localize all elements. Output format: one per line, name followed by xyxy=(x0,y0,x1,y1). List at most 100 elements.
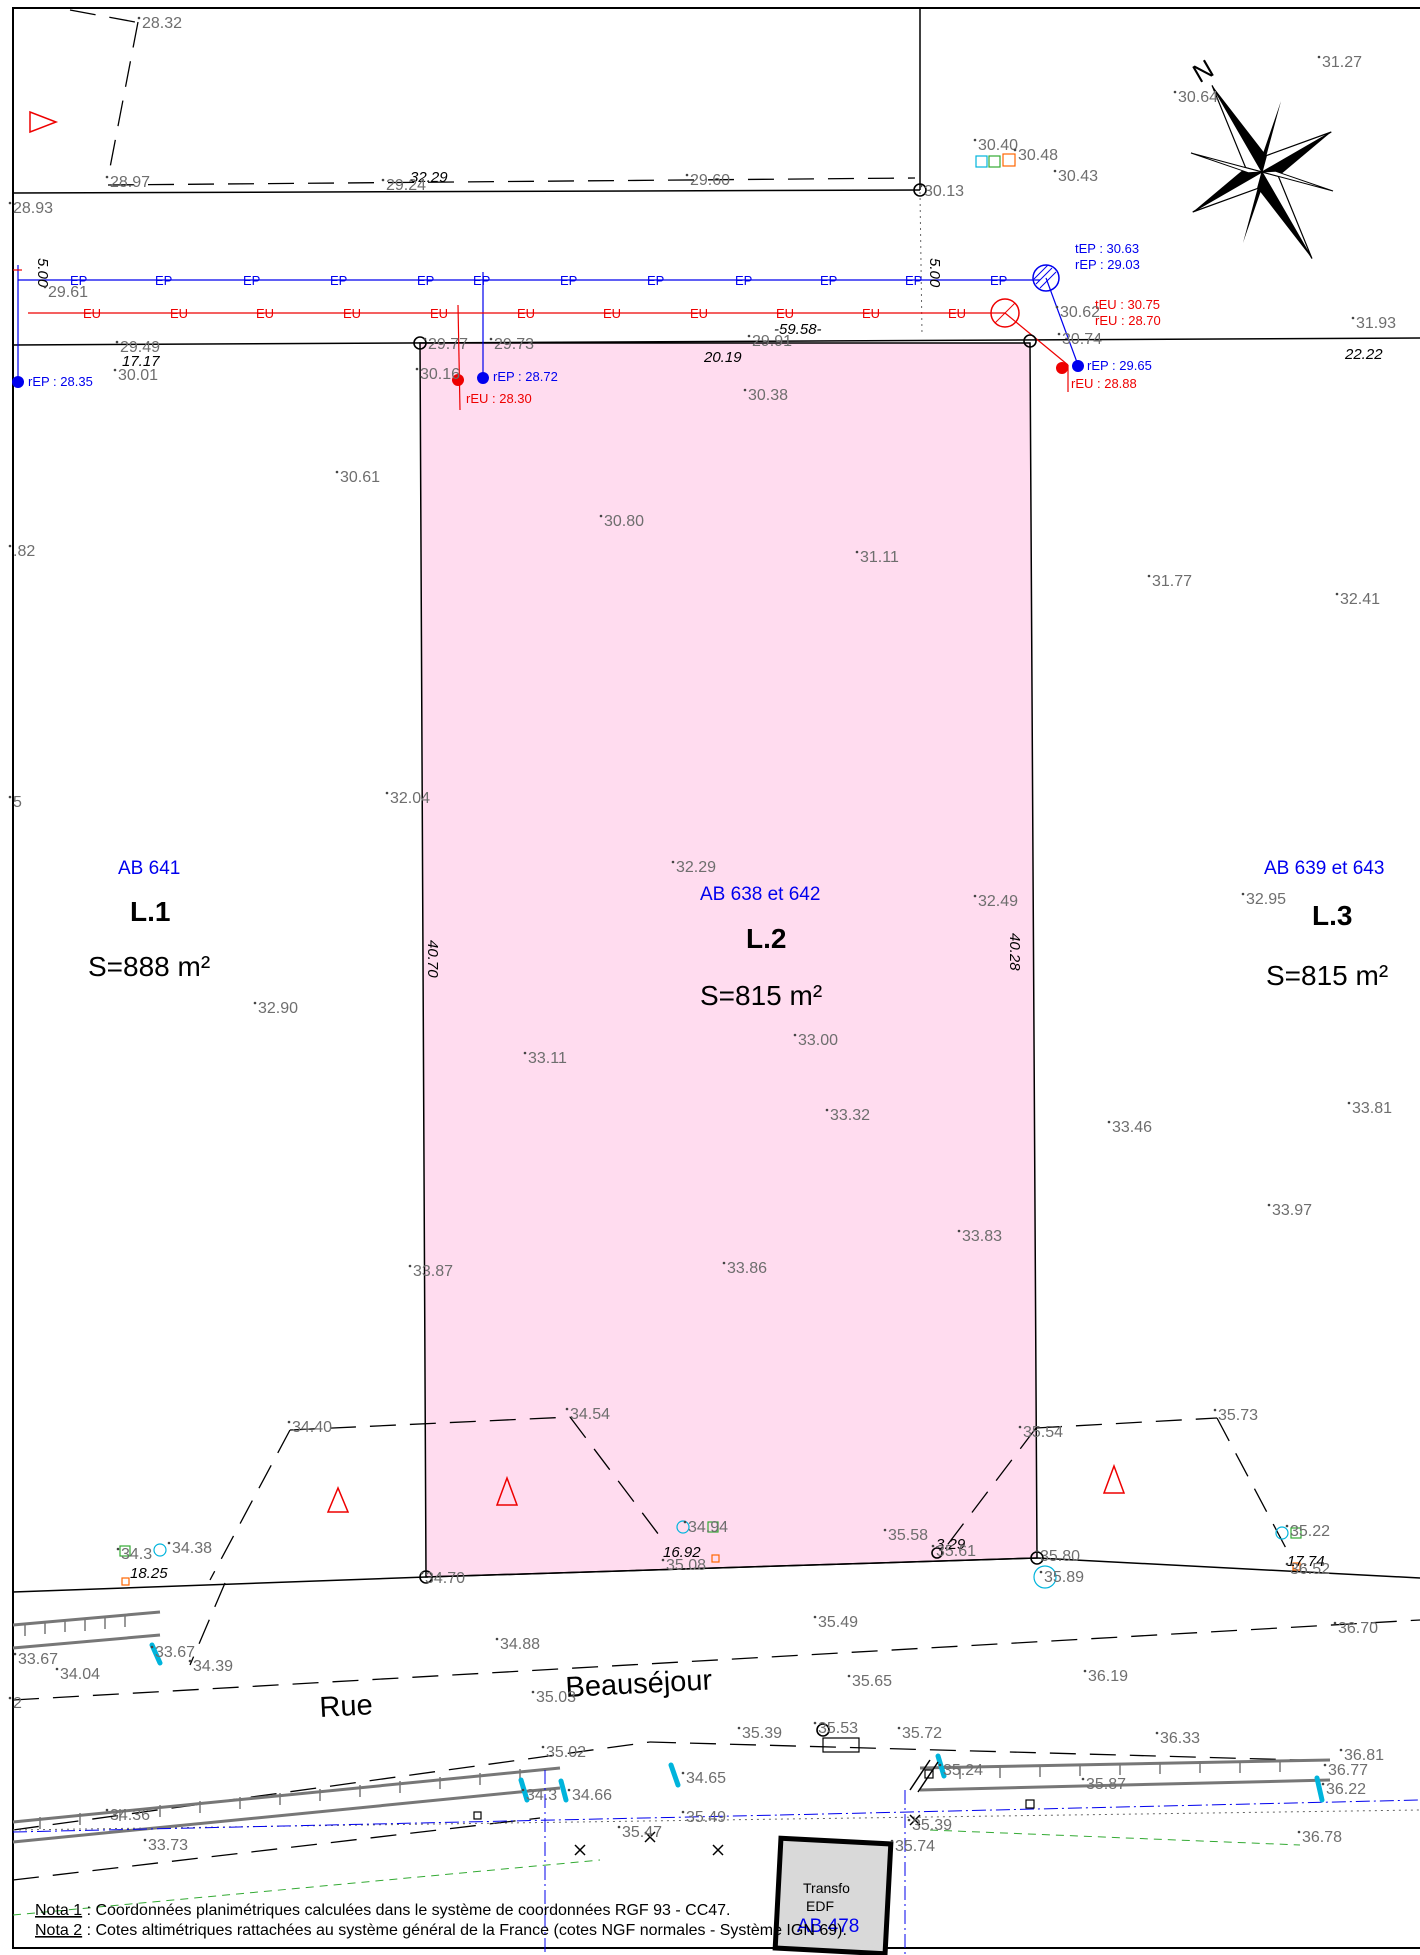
spot-height-point xyxy=(43,285,47,289)
spot-height-point xyxy=(1285,1562,1289,1566)
dimension-label: 17.74 xyxy=(1287,1553,1325,1570)
spot-height-label: 33.83 xyxy=(962,1228,1002,1245)
spot-height-label: 30.01 xyxy=(118,367,158,384)
spot-height-label: 29.60 xyxy=(690,172,730,189)
spot-height-point xyxy=(116,1547,120,1551)
spot-height-label: 35.72 xyxy=(902,1725,942,1742)
spot-height-label: 36.33 xyxy=(1160,1730,1200,1747)
lot-3-name: L.3 xyxy=(1312,900,1352,931)
network-tag: tEP : 30.63 xyxy=(1075,241,1139,256)
spot-height-point xyxy=(685,173,689,177)
boundary-marker-icon xyxy=(816,1723,830,1737)
note-1: Nota 1 : Coordonnées planimétriques calc… xyxy=(35,1902,730,1919)
spot-height-point xyxy=(897,1726,901,1730)
spot-height-label: 32.04 xyxy=(390,790,430,807)
dimension-label: 16.92 xyxy=(663,1544,701,1561)
spot-height-label: 35.80 xyxy=(1040,1548,1080,1565)
spot-height-label: 36.19 xyxy=(1088,1668,1128,1685)
spot-height-label: 33.11 xyxy=(528,1050,567,1067)
valve-icon xyxy=(1002,153,1016,167)
eu-network xyxy=(13,269,1069,411)
spot-height-label: 36.70 xyxy=(1338,1620,1378,1637)
spot-height-point xyxy=(1317,55,1321,59)
ep-inspection-icon[interactable] xyxy=(12,376,24,388)
spot-height-label: 35.02 xyxy=(546,1744,586,1761)
spot-heights: 28.32 28.97 29.24 29.60 30.13 30.4030.4830.43… xyxy=(8,15,1396,1855)
network-tag: rEP : 28.72 xyxy=(493,369,558,384)
spot-height-point xyxy=(188,1659,192,1663)
spot-height-point xyxy=(541,1745,545,1749)
spot-height-point xyxy=(113,368,117,372)
svg-text:EU: EU xyxy=(256,306,274,321)
spot-height-point xyxy=(737,1726,741,1730)
spot-height-point xyxy=(105,175,109,179)
spot-height-point xyxy=(1339,1748,1343,1752)
spot-height-label: 35.39 xyxy=(912,1817,952,1834)
svg-text:EP: EP xyxy=(647,273,664,288)
dimension-label: 40.70 xyxy=(424,940,441,978)
map-frame xyxy=(12,7,1420,1949)
network-tag: rEP : 29.65 xyxy=(1087,358,1152,373)
spot-height-point xyxy=(115,340,119,344)
spot-height-label: 30.13 xyxy=(924,183,964,200)
spot-height-label: 35.65 xyxy=(852,1673,892,1690)
svg-text:EU: EU xyxy=(430,306,448,321)
spot-height-point xyxy=(523,1051,527,1055)
spot-height-point xyxy=(855,550,859,554)
spot-height-point xyxy=(495,1637,499,1641)
spot-height-label: 34.88 xyxy=(500,1636,540,1653)
spot-height-point xyxy=(105,1808,109,1812)
svg-text:EP: EP xyxy=(905,273,922,288)
spot-height-point xyxy=(143,1838,147,1842)
boundary-marker-icon xyxy=(419,1570,433,1584)
spot-height-label: 28.93 xyxy=(13,200,53,217)
spot-height-point xyxy=(793,1033,797,1037)
spot-height-point xyxy=(489,337,493,341)
spot-height-label: 32.90 xyxy=(258,1000,298,1017)
svg-text:EU: EU xyxy=(170,306,188,321)
lot-1-area: S=888 m² xyxy=(88,951,210,982)
spot-height-label: 33.81 xyxy=(1352,1100,1392,1117)
spot-height-point xyxy=(919,184,923,188)
lot-2-parcel-ref: AB 638 et 642 xyxy=(700,884,820,905)
transformer-building[interactable] xyxy=(772,1835,894,1955)
spot-height-point xyxy=(420,1571,424,1575)
spot-height-label: 31.27 xyxy=(1322,54,1362,71)
spot-height-point xyxy=(683,1520,687,1524)
spot-height-point xyxy=(521,1788,525,1792)
spot-height-point xyxy=(1323,1763,1327,1767)
notes: Nota 1 : Coordonnées planimétriques calc… xyxy=(35,1902,847,1939)
spot-height-point xyxy=(8,201,12,205)
valve-icon xyxy=(1292,1562,1301,1571)
transformer-label: Transfo xyxy=(803,1880,850,1896)
ep-inspection-icon[interactable] xyxy=(1072,360,1084,372)
cabinet-icon xyxy=(924,1769,934,1779)
network-tag: rEU : 28.30 xyxy=(466,391,532,406)
spot-height-label: 36.22 xyxy=(1326,1781,1366,1798)
ep-inspection-icon[interactable] xyxy=(477,372,489,384)
hydrant-icon xyxy=(1275,1526,1289,1540)
svg-text:EP: EP xyxy=(417,273,434,288)
spot-height-point xyxy=(907,1818,911,1822)
spot-height-label: 35.03 xyxy=(536,1689,576,1706)
network-tag: tEU : 30.75 xyxy=(1095,297,1160,312)
transformer-parcel-ref: AB 478 xyxy=(797,1916,859,1937)
spot-height-label: 35.49 xyxy=(818,1614,858,1631)
spot-height-label: 35.24 xyxy=(943,1762,983,1779)
ep-manhole-icon[interactable] xyxy=(1032,264,1060,292)
network-tag: rEU : 28.88 xyxy=(1071,376,1137,391)
spot-height-label: 28.97 xyxy=(110,174,150,191)
valve-icon xyxy=(121,1577,130,1586)
eu-inspection-icon[interactable] xyxy=(452,374,464,386)
dimension-label: 18.25 xyxy=(130,1565,168,1582)
cabinet-icon xyxy=(473,1811,482,1820)
gully-icon xyxy=(1314,1775,1325,1803)
eu-manhole-icon[interactable] xyxy=(990,298,1020,328)
curb-ticks xyxy=(24,1615,1281,1829)
lot-2-parcel[interactable] xyxy=(419,342,1038,1578)
eu-inspection-icon[interactable] xyxy=(1056,362,1068,374)
spot-height-point xyxy=(531,1690,535,1694)
north-label: N xyxy=(1187,53,1218,88)
spot-height-point xyxy=(1333,1621,1337,1625)
parcel-boundaries xyxy=(12,8,1420,1593)
